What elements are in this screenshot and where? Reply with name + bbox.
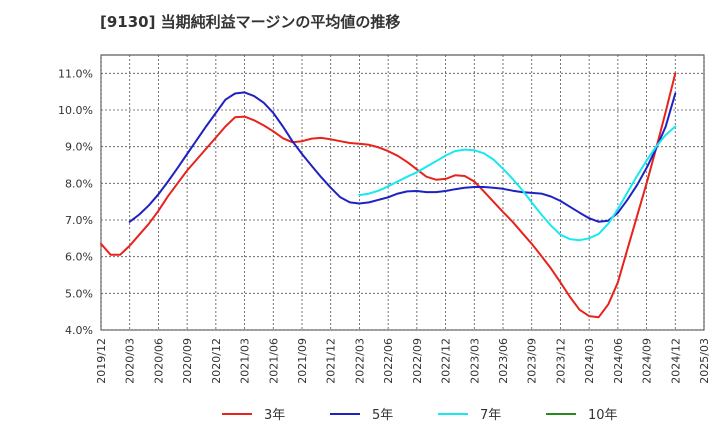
x-tick-label: 2023/12 xyxy=(554,338,567,384)
y-tick-label: 6.0% xyxy=(65,251,93,264)
legend-label: 5年 xyxy=(372,408,393,423)
x-tick-label: 2021/12 xyxy=(325,338,338,384)
x-tick-label: 2023/06 xyxy=(497,338,510,384)
y-tick-label: 8.0% xyxy=(65,177,93,190)
x-tick-label: 2020/06 xyxy=(152,338,165,384)
x-tick-label: 2021/03 xyxy=(239,338,252,384)
y-tick-label: 7.0% xyxy=(65,214,93,227)
grid-layer xyxy=(100,55,705,331)
x-axis: 2019/12 2020/03 2020/06 2020/09 2020/12 2021/… xyxy=(95,338,711,384)
x-tick-label: 2025/03 xyxy=(698,338,711,384)
series-line xyxy=(358,125,677,242)
x-tick-label: 2020/03 xyxy=(124,338,137,384)
x-tick-label: 2022/12 xyxy=(440,338,453,384)
x-tick-label: 2022/03 xyxy=(353,338,366,384)
y-tick-label: 11.0% xyxy=(58,67,93,80)
series-line xyxy=(128,91,677,223)
legend-label: 7年 xyxy=(480,408,501,423)
x-tick-label: 2021/06 xyxy=(267,338,280,384)
y-axis: 4.0% 5.0% 6.0% 7.0% 8.0% 9.0% 10.0% 11.0% xyxy=(58,67,93,337)
x-tick-label: 2023/03 xyxy=(468,338,481,384)
x-tick-label: 2024/09 xyxy=(641,338,654,384)
chart-title: [9130] 当期純利益マージンの平均値の推移 xyxy=(100,13,400,31)
legend-label: 3年 xyxy=(264,408,285,423)
y-tick-label: 5.0% xyxy=(65,287,93,300)
x-tick-label: 2019/12 xyxy=(95,338,108,384)
x-tick-label: 2024/12 xyxy=(669,338,682,384)
series-layer xyxy=(100,72,677,319)
x-tick-label: 2020/12 xyxy=(210,338,223,384)
series-line xyxy=(100,72,677,319)
legend-label: 10年 xyxy=(588,408,618,423)
legend: 3年 5年 7年 10年 xyxy=(222,408,618,423)
x-tick-label: 2022/06 xyxy=(382,338,395,384)
y-tick-label: 10.0% xyxy=(58,104,93,117)
x-tick-label: 2020/09 xyxy=(181,338,194,384)
x-tick-label: 2023/09 xyxy=(526,338,539,384)
y-tick-label: 4.0% xyxy=(65,324,93,337)
y-tick-label: 9.0% xyxy=(65,141,93,154)
x-tick-label: 2021/09 xyxy=(296,338,309,384)
x-tick-label: 2024/06 xyxy=(612,338,625,384)
x-tick-label: 2024/03 xyxy=(583,338,596,384)
x-tick-label: 2022/09 xyxy=(411,338,424,384)
